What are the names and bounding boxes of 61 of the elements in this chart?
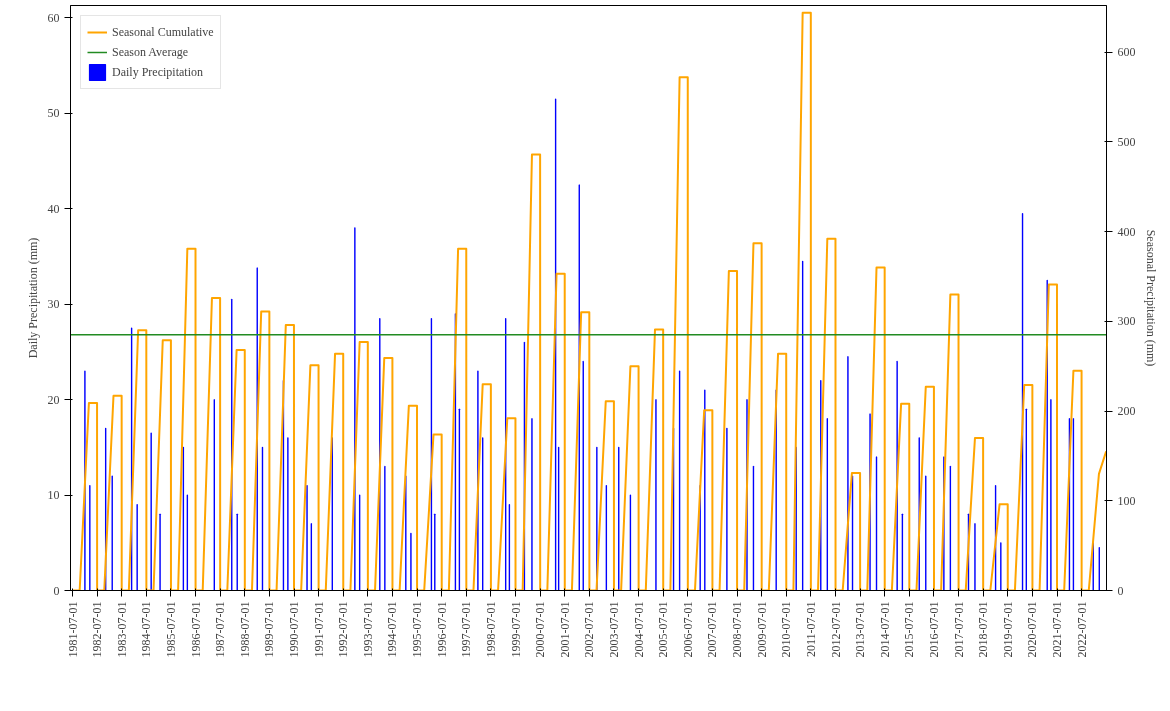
y2-tick-label: 400: [1117, 224, 1136, 239]
y-tick-label: 30: [47, 297, 60, 312]
x-tick-label: 1987-07-01: [213, 601, 228, 658]
x-tick-label: 2009-07-01: [754, 601, 769, 658]
x-tick-label: 1985-07-01: [163, 601, 178, 658]
y-tick-label: 40: [47, 201, 60, 216]
y2-tick-label: 300: [1117, 314, 1136, 329]
y-tick-label: 10: [47, 488, 60, 503]
x-tick-label: 2006-07-01: [680, 601, 695, 658]
x-tick-label: 2019-07-01: [1000, 601, 1015, 658]
x-tick-label: 2005-07-01: [656, 601, 671, 658]
x-tick-label: 2003-07-01: [606, 601, 621, 658]
x-tick-label: 2018-07-01: [976, 601, 991, 658]
legend-label: Season Average: [112, 44, 189, 60]
x-tick-label: 1981-07-01: [65, 601, 80, 658]
x-tick-label: 2007-07-01: [705, 601, 720, 658]
x-tick-label: 1999-07-01: [508, 601, 523, 658]
x-tick-label: 2011-07-01: [803, 601, 818, 658]
x-tick-label: 1984-07-01: [139, 601, 154, 658]
x-tick-label: 1983-07-01: [114, 601, 129, 658]
x-tick-label: 2021-07-01: [1050, 601, 1065, 658]
x-tick-label: 1993-07-01: [360, 601, 375, 658]
x-tick-label: 2016-07-01: [926, 601, 941, 658]
x-tick-label: 1994-07-01: [385, 601, 400, 658]
x-tick-label: 1986-07-01: [188, 601, 203, 658]
y2-tick-label: 600: [1117, 45, 1136, 60]
x-tick-label: 1995-07-01: [410, 601, 425, 658]
x-tick-label: 1998-07-01: [483, 601, 498, 658]
y-axis-title: Daily Precipitation (mm): [25, 237, 40, 359]
x-tick-label: 1997-07-01: [459, 601, 474, 658]
y2-tick-label: 0: [1117, 583, 1124, 598]
x-tick-label: 2012-07-01: [828, 601, 843, 658]
y-tick-label: 50: [47, 106, 60, 121]
x-tick-label: 2022-07-01: [1074, 601, 1089, 658]
y2-tick-label: 200: [1117, 404, 1136, 419]
x-tick-label: 2015-07-01: [902, 601, 917, 658]
x-tick-label: 1989-07-01: [262, 601, 277, 658]
y-tick-label: 20: [47, 392, 60, 407]
x-tick-label: 2004-07-01: [631, 601, 646, 658]
x-tick-label: 1982-07-01: [90, 601, 105, 658]
y-tick-label: 60: [47, 10, 60, 25]
legend-label: Daily Precipitation: [112, 64, 203, 80]
x-tick-label: 2014-07-01: [877, 601, 892, 658]
x-tick-label: 2000-07-01: [533, 601, 548, 658]
x-tick-label: 1996-07-01: [434, 601, 449, 658]
y-tick-label: 0: [53, 583, 60, 598]
x-tick-label: 2001-07-01: [557, 601, 572, 658]
x-tick-label: 2020-07-01: [1025, 601, 1040, 658]
y2-axis-title: Seasonal Precipitation (mm): [1143, 229, 1158, 367]
x-tick-label: 1990-07-01: [287, 601, 302, 658]
x-tick-label: 2010-07-01: [779, 601, 794, 658]
legend-label: Seasonal Cumulative: [112, 24, 214, 40]
x-tick-label: 2013-07-01: [853, 601, 868, 658]
x-tick-label: 1992-07-01: [336, 601, 351, 658]
y2-tick-label: 500: [1117, 134, 1136, 149]
x-tick-label: 2002-07-01: [582, 601, 597, 658]
x-tick-label: 2017-07-01: [951, 601, 966, 658]
y2-tick-label: 100: [1117, 493, 1136, 508]
x-tick-label: 1991-07-01: [311, 601, 326, 658]
x-tick-label: 1988-07-01: [237, 601, 252, 658]
x-tick-label: 2008-07-01: [730, 601, 745, 658]
